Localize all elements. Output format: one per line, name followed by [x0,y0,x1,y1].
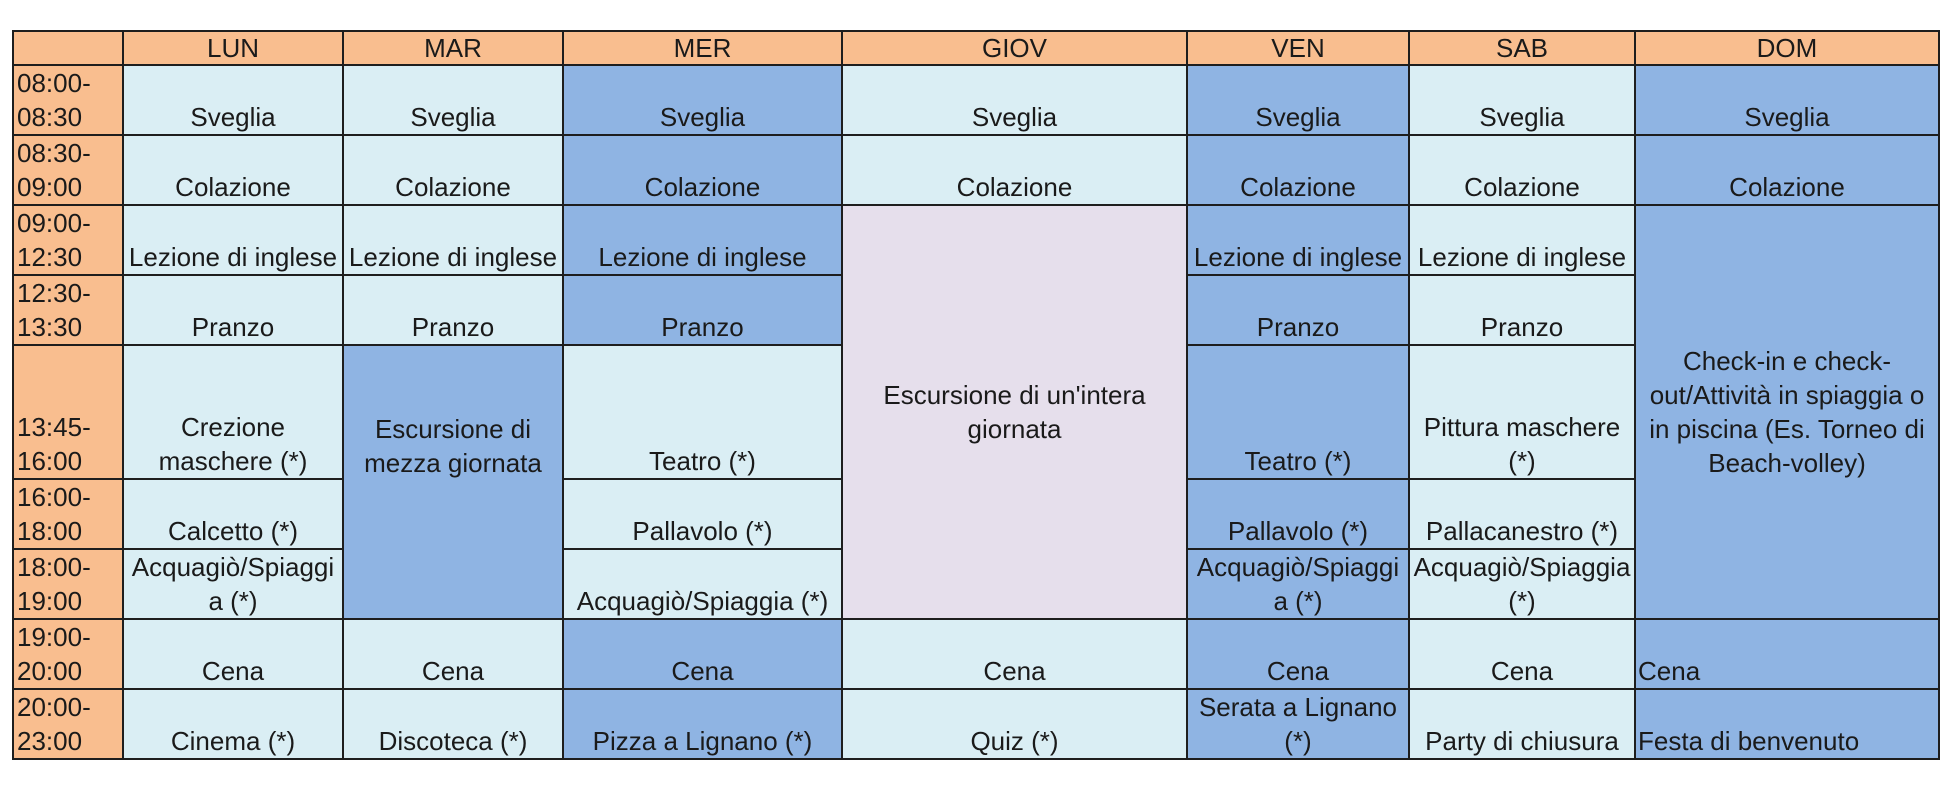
header-row: LUN MAR MER GIOV VEN SAB DOM [12,30,1940,66]
activity-cell: Colazione [841,134,1188,206]
activity-cell-full-day-excursion: Escursione di un'intera giornata [841,204,1188,620]
time-start: 09:00- [17,208,91,238]
activity-cell: Party di chiusura [1408,688,1636,760]
activity-cell: Sveglia [1408,64,1636,136]
activity-cell: Pranzo [1186,274,1410,346]
activity-cell: Colazione [1186,134,1410,206]
activity-cell: Cena [562,618,843,690]
activity-cell: Cena [1186,618,1410,690]
time-start: 18:00- [17,552,91,582]
activity-cell: Cena [841,618,1188,690]
activity-cell: Cena [122,618,344,690]
activity-cell: Calcetto (*) [122,478,344,550]
time-slot-cell: 19:00- 20:00 [12,618,124,690]
time-start: 19:00- [17,622,91,652]
day-header-ven: VEN [1186,30,1410,66]
time-end: 13:30 [17,312,83,342]
day-header-mar: MAR [342,30,564,66]
time-row: 12:30- 13:30 Pranzo Pranzo Pranzo Pranzo … [12,274,1939,346]
time-start: 20:00- [17,692,91,722]
time-start: 12:30- [17,278,91,308]
activity-cell: Pallavolo (*) [562,478,843,550]
day-header-lun: LUN [122,30,344,66]
activity-cell: Teatro (*) [562,344,843,480]
activity-cell: Lezione di inglese [1186,204,1410,276]
activity-cell: Colazione [342,134,564,206]
time-row: 09:00- 12:30 Lezione di inglese Lezione d… [12,204,1940,620]
time-row: 16:00- 18:00 Calcetto (*) Pallavolo (*) P… [12,478,1939,550]
activity-cell: Sveglia [1634,64,1940,136]
time-row: 08:30- 09:00 Colazione Colazione Colazion… [12,134,1940,206]
time-slot-cell: 20:00- 23:00 [12,688,124,760]
activity-cell: Discoteca (*) [342,688,564,760]
day-header-dom: DOM [1634,30,1940,66]
activity-cell: Colazione [562,134,843,206]
activity-cell: Festa di benvenuto [1634,688,1940,760]
time-slot-cell: 12:30- 13:30 [12,274,124,346]
activity-cell-checkin-checkout: Check-in e check-out/Attività in spiaggi… [1634,204,1940,620]
activity-cell: Pranzo [562,274,843,346]
time-row: 08:00- 08:30 Sveglia Sveglia Sveglia Sveg… [12,64,1940,136]
time-slot-cell: 16:00- 18:00 [12,478,124,550]
time-row: 13:45- 16:00 Crezione maschere (*) Escurs… [12,344,1939,620]
day-header-giov: GIOV [841,30,1188,66]
activity-cell: Acquagiò/Spiaggia (*) [1186,548,1410,620]
time-slot-cell: 08:30- 09:00 [12,134,124,206]
activity-cell: Sveglia [122,64,344,136]
activity-cell: Sveglia [562,64,843,136]
activity-cell: Cena [1634,618,1940,690]
time-start: 08:00- [17,68,91,98]
activity-cell: Pittura maschere (*) [1408,344,1636,480]
activity-cell: Acquagiò/Spiaggia (*) [122,548,344,620]
time-slot-cell: 13:45- 16:00 [12,344,124,480]
activity-cell: Acquagiò/Spiaggia (*) [1408,548,1636,620]
activity-cell-half-day-excursion: Escursione di mezza giornata [342,344,564,620]
activity-cell: Colazione [1408,134,1636,206]
time-end: 23:00 [17,726,83,756]
activity-cell: Cena [342,618,564,690]
activity-cell: Acquagiò/Spiaggia (*) [562,548,843,620]
activity-cell: Pallavolo (*) [1186,478,1410,550]
time-end: 08:30 [17,102,83,132]
time-start: 16:00- [17,482,91,512]
activity-cell: Lezione di inglese [342,204,564,276]
time-start: 08:30- [17,138,91,168]
time-row: 20:00- 23:00 Cinema (*) Discoteca (*) Piz… [12,688,1940,760]
activity-cell: Lezione di inglese [562,204,843,276]
time-end: 19:00 [17,586,83,616]
day-header-sab: SAB [1408,30,1636,66]
time-end: 18:00 [17,516,83,546]
activity-cell: Colazione [1634,134,1940,206]
activity-cell: Crezione maschere (*) [122,344,344,480]
activity-cell: Cinema (*) [122,688,344,760]
activity-cell: Sveglia [342,64,564,136]
time-slot-cell: 09:00- 12:30 [12,204,124,276]
activity-cell: Quiz (*) [841,688,1188,760]
activity-cell: Sveglia [1186,64,1410,136]
activity-cell: Pranzo [1408,274,1636,346]
activity-cell: Lezione di inglese [1408,204,1636,276]
activity-cell: Cena [1408,618,1636,690]
time-slot-cell: 08:00- 08:30 [12,64,124,136]
activity-cell: Pallacanestro (*) [1408,478,1636,550]
corner-cell [12,30,124,66]
time-row: 19:00- 20:00 Cena Cena Cena Cena Cena Cen… [12,618,1940,690]
day-header-mer: MER [562,30,843,66]
activity-cell: Sveglia [841,64,1188,136]
activity-cell: Pranzo [342,274,564,346]
activity-cell: Pizza a Lignano (*) [562,688,843,760]
activity-cell: Lezione di inglese [122,204,344,276]
time-row: 18:00- 19:00 Acquagiò/Spiaggia (*) Acquag… [12,548,1939,620]
time-end: 20:00 [17,656,83,686]
activity-cell: Colazione [122,134,344,206]
time-end: 12:30 [17,242,83,272]
time-slot-cell: 18:00- 19:00 [12,548,124,620]
activity-cell: Teatro (*) [1186,344,1410,480]
time-start: 13:45- [17,412,91,442]
weekly-schedule-table: LUN MAR MER GIOV VEN SAB DOM 08:00- 08:30… [12,30,1940,760]
time-end: 16:00 [17,446,83,476]
activity-cell: Pranzo [122,274,344,346]
activity-cell: Serata a Lignano (*) [1186,688,1410,760]
time-end: 09:00 [17,172,83,202]
